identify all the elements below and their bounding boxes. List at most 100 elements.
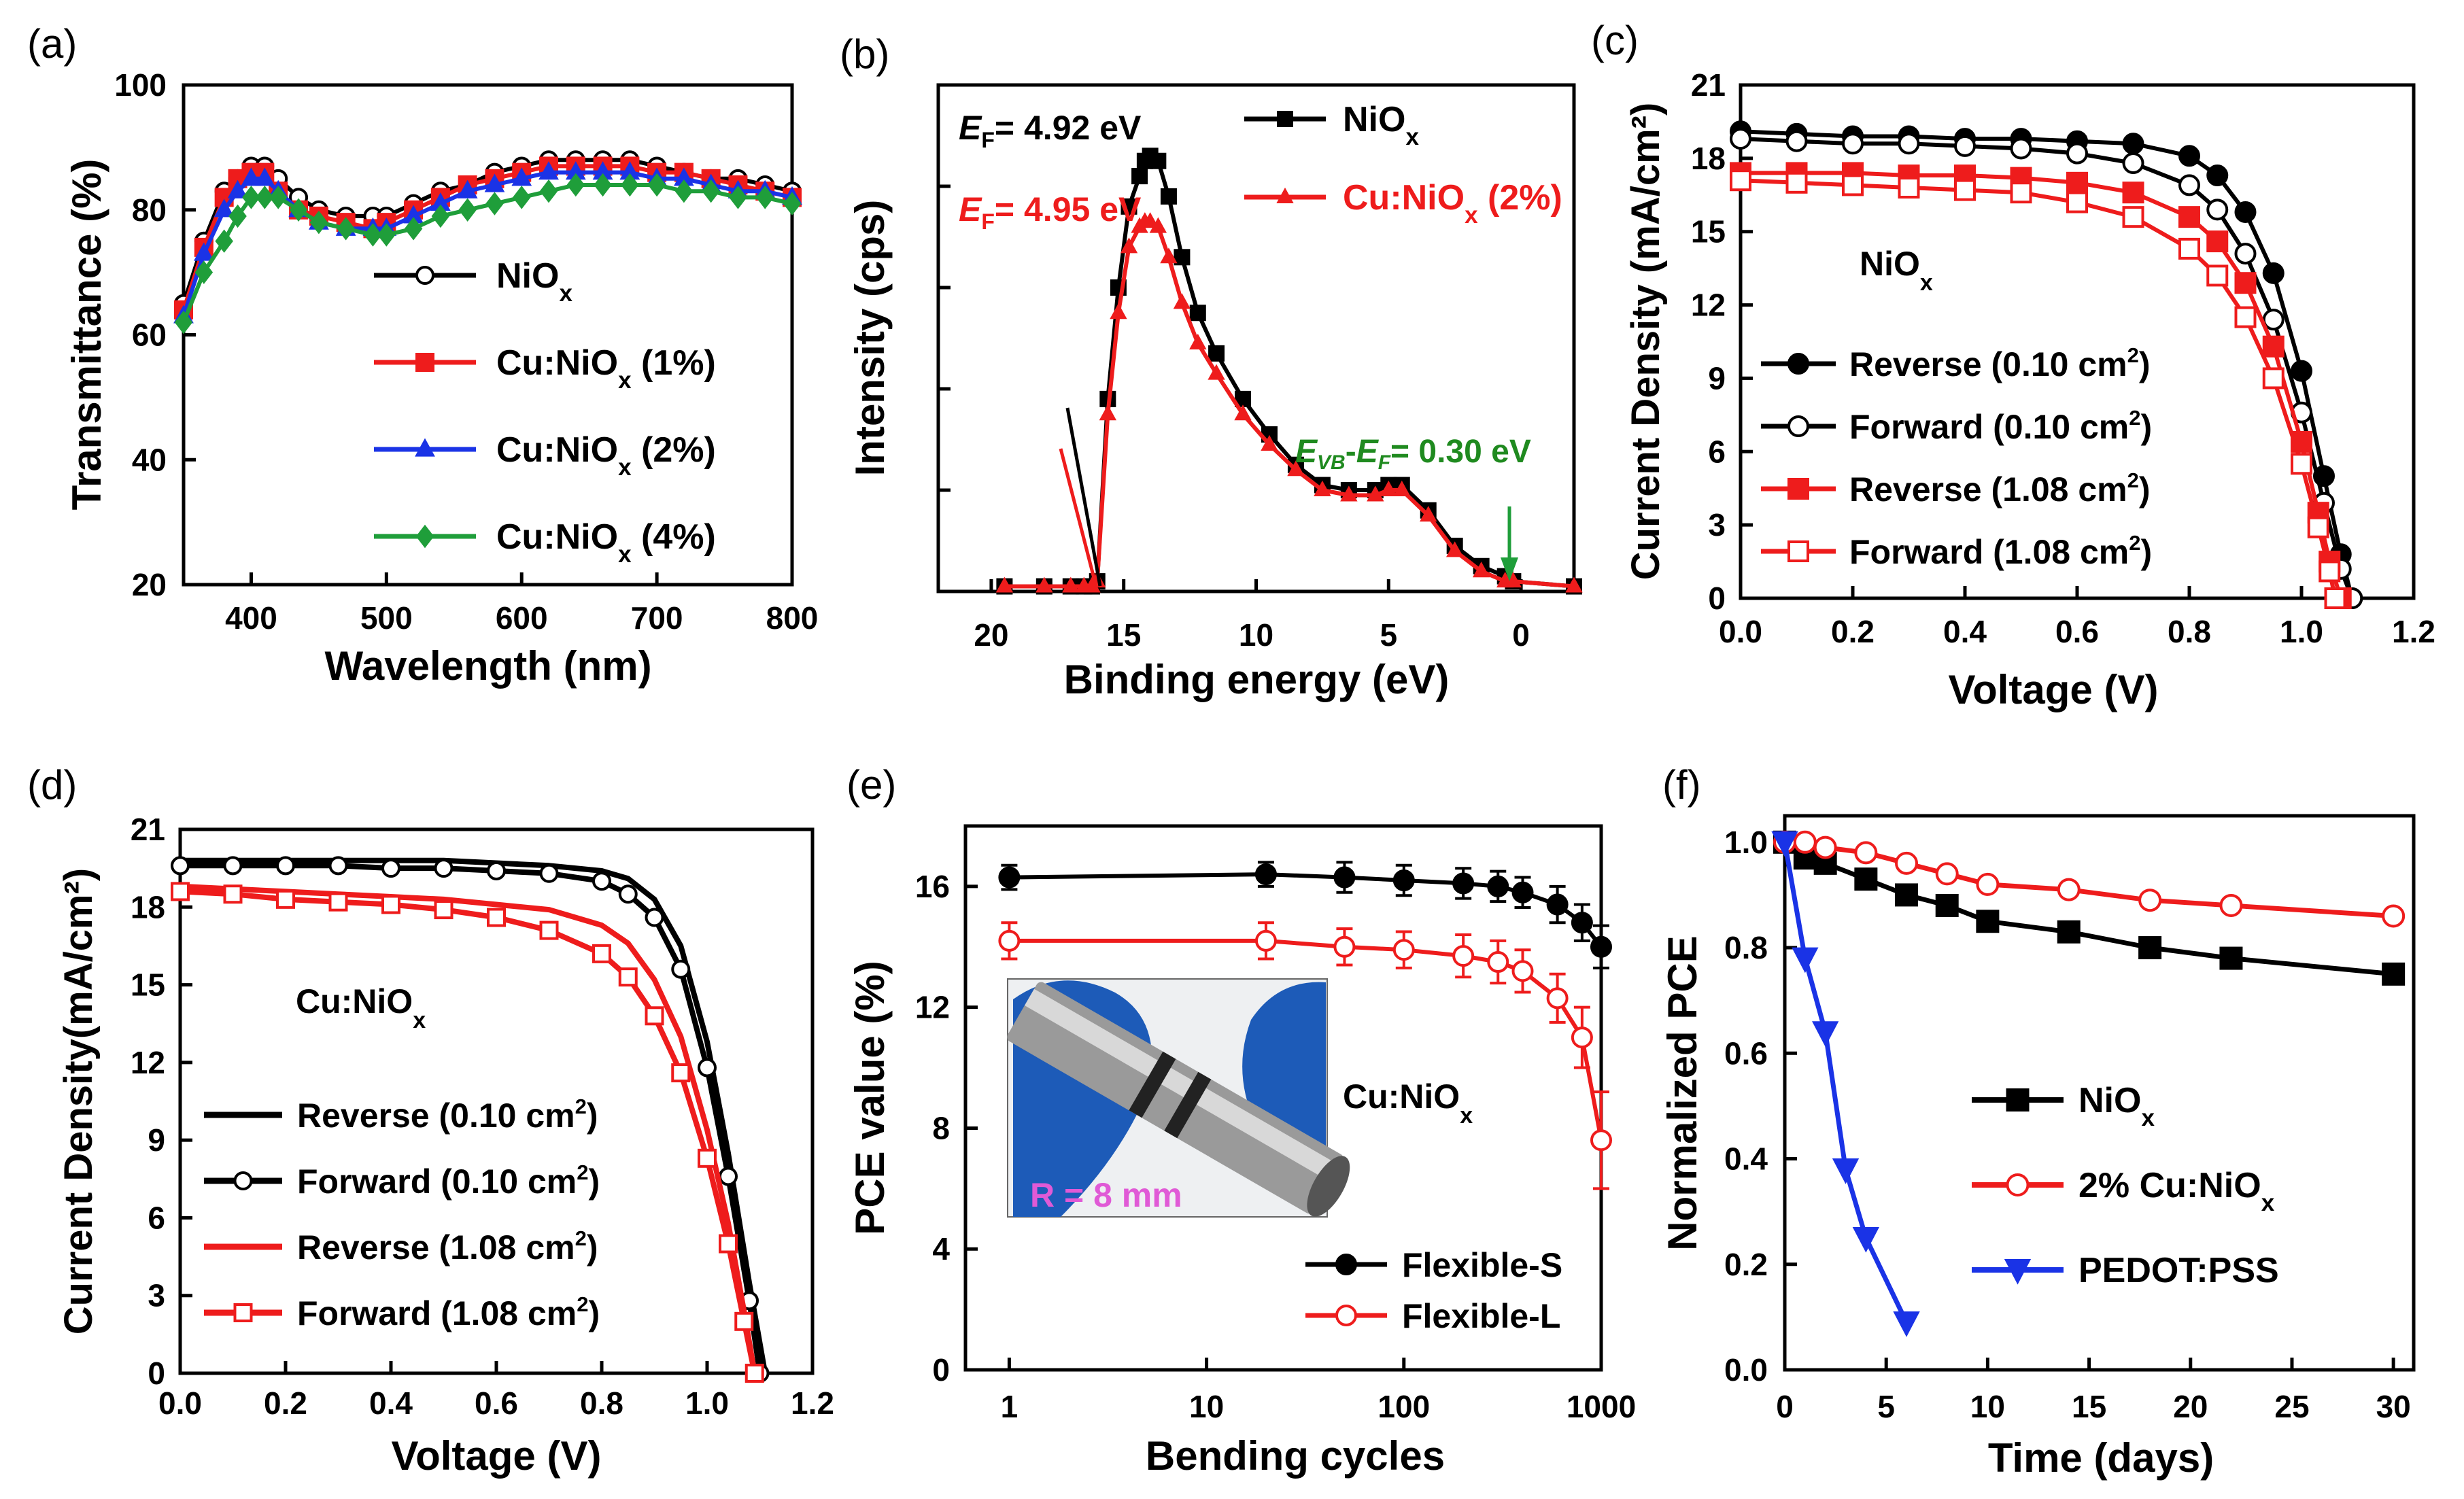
- data-point: [719, 1167, 738, 1186]
- y-tick-label-f: 0.4: [1724, 1141, 1768, 1177]
- data-point: [2291, 453, 2312, 475]
- plot-area-a: 400 500 600 700 800 20 40 60 80 100: [114, 67, 818, 636]
- x-tick-label-b: 10: [1239, 617, 1273, 653]
- plot-area-f: 0 5 10 15 20 25 30 0.0 0.2 0.4 0.6 0.8 1.0: [1724, 825, 2411, 1424]
- legend-entry: NiOx: [374, 256, 572, 307]
- x-axis-label-d: Voltage (V): [392, 1433, 602, 1479]
- data-point: [1546, 987, 1569, 1010]
- legend-entry: PEDOT:PSS: [1972, 1251, 2279, 1290]
- data-point: [1392, 939, 1415, 961]
- data-point: [193, 242, 214, 261]
- y-tick-label-a: 40: [132, 442, 167, 477]
- data-point: [1898, 177, 1920, 199]
- y-tick-label-e: 8: [932, 1110, 950, 1145]
- data-point: [1898, 133, 1920, 155]
- data-point: [2010, 182, 2032, 204]
- legend-entry: Cu:NiOx (1%): [374, 343, 716, 394]
- data-point: [2262, 367, 2285, 390]
- data-point: [1842, 174, 1864, 196]
- y-axis-label-b: Intensity (cps): [847, 200, 893, 477]
- legend-marker: [1787, 415, 1809, 437]
- data-point: [289, 198, 308, 222]
- panel-tag-d: (d): [27, 762, 77, 808]
- data-point: [241, 167, 262, 186]
- data-point: [377, 223, 396, 247]
- data-point: [2206, 165, 2229, 187]
- data-point: [1173, 293, 1191, 309]
- legend-label: Flexible-S: [1402, 1246, 1562, 1284]
- series-line: [179, 883, 757, 1374]
- x-tick-label-b: 15: [1106, 617, 1141, 653]
- data-point: [1452, 945, 1475, 967]
- panel-c: (c) 0.0 0.2 0.4 0.6 0.8 1.0 1.2 0 3 6 9 12 15 18 21 Vo…: [1591, 18, 2435, 712]
- x-tick-label-d: 0.4: [369, 1385, 413, 1421]
- legend-label: Forward (0.10 cm2): [1849, 406, 2152, 446]
- legend-label: NiOx: [1343, 100, 1419, 150]
- data-point: [1452, 872, 1475, 895]
- y-tick-label-f: 0.6: [1724, 1035, 1768, 1071]
- panel-tag-c: (c): [1591, 18, 1639, 63]
- y-tick-label-d: 12: [131, 1045, 165, 1080]
- data-point: [702, 179, 720, 203]
- data-point: [674, 179, 694, 203]
- legend-entry: Forward (1.08 cm2): [1761, 531, 2152, 571]
- data-point: [457, 179, 478, 199]
- data-point: [2307, 516, 2329, 538]
- data-point: [1149, 217, 1167, 233]
- data-point: [2382, 904, 2406, 928]
- legend-entry: Reverse (0.10 cm2): [204, 1095, 598, 1135]
- data-point: [487, 861, 506, 880]
- data-point: [998, 866, 1021, 889]
- data-point: [2122, 206, 2144, 228]
- data-point: [1854, 841, 1878, 865]
- x-axis-label-e: Bending cycles: [1146, 1433, 1445, 1479]
- y-tick-label-d: 15: [131, 967, 165, 1003]
- data-point: [2122, 133, 2144, 155]
- tangent-line-nio: [1065, 407, 1102, 587]
- legend-label: Reverse (1.08 cm2): [297, 1226, 598, 1267]
- x-tick-label-c: 1.2: [2392, 614, 2435, 649]
- data-point: [1254, 863, 1277, 886]
- legend-marker: [1276, 187, 1294, 203]
- x-tick-label-c: 0.4: [1943, 614, 1987, 649]
- data-point: [2262, 335, 2285, 358]
- legend-b: NiOx Cu:NiOx (2%): [1244, 100, 1562, 228]
- data-point: [1099, 404, 1117, 421]
- data-point: [1208, 345, 1225, 362]
- data-point: [2066, 191, 2088, 213]
- data-point: [1445, 541, 1464, 557]
- legend-marker: [2006, 1173, 2030, 1196]
- y-tick-label-c: 18: [1691, 141, 1726, 176]
- data-point: [1472, 562, 1490, 578]
- series-line: [1009, 872, 1603, 948]
- legend-entry: Cu:NiOx (4%): [374, 517, 716, 568]
- plot-frame-f: [1783, 814, 2416, 1372]
- x-axis-label-f: Time (days): [1988, 1435, 2214, 1481]
- data-point: [1393, 480, 1411, 496]
- data-point: [1893, 1311, 1920, 1337]
- y-tick-label-c: 12: [1691, 288, 1726, 323]
- data-point: [539, 920, 559, 940]
- data-point: [1340, 485, 1358, 502]
- legend-entry: Reverse (1.08 cm2): [1761, 468, 2151, 509]
- data-point: [254, 167, 275, 186]
- y-tick-label-a: 20: [132, 567, 167, 602]
- y-tick-label-c: 3: [1708, 507, 1726, 542]
- data-point: [458, 198, 477, 222]
- data-point: [2057, 878, 2081, 901]
- series-reverse-0-10-cm2-: [180, 857, 768, 1374]
- legend-label: PEDOT:PSS: [2078, 1251, 2279, 1290]
- plot-frame-b: [936, 83, 1576, 593]
- data-point: [328, 856, 348, 876]
- data-point: [1935, 862, 1959, 886]
- data-point: [1954, 179, 1976, 201]
- x-tick-label-f: 10: [1970, 1389, 2005, 1424]
- legend-entry: NiOx: [1244, 100, 1419, 150]
- data-point: [484, 173, 505, 192]
- panel-tag-e: (e): [846, 762, 896, 808]
- data-point: [2178, 206, 2200, 228]
- series-line: [1009, 938, 1603, 1141]
- legend-label: Cu:NiOx (1%): [496, 343, 716, 394]
- data-point: [228, 204, 247, 228]
- data-point: [434, 859, 454, 878]
